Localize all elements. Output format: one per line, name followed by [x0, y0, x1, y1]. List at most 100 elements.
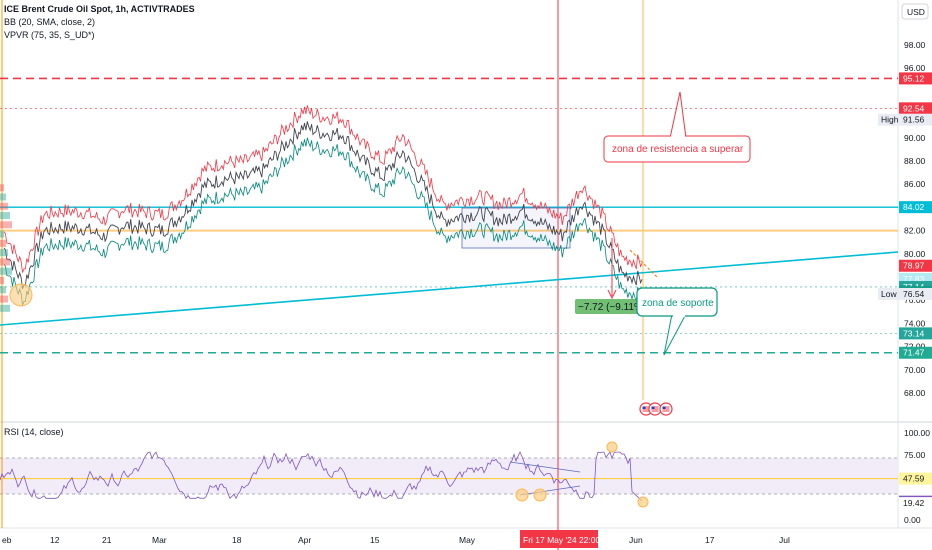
price-tick-label: 82.00	[904, 226, 926, 236]
price-badge-label: 73.14	[903, 328, 925, 338]
volume-profile-bar	[0, 295, 8, 303]
price-tag-label: High	[881, 115, 899, 125]
price-badge-label: 84.02	[903, 202, 925, 212]
price-tick-label: 80.00	[904, 249, 926, 259]
time-tick-label: Jul	[779, 535, 790, 545]
rsi-low-circle[interactable]	[515, 488, 529, 502]
price-tag-box	[878, 113, 899, 126]
price-badge[interactable]	[899, 113, 932, 126]
rsi-badge[interactable]	[899, 472, 932, 485]
price-badge[interactable]	[899, 346, 932, 359]
flag-us-icon[interactable]	[659, 402, 673, 416]
volume-profile-bar	[0, 230, 4, 238]
price-badge-label: 71.47	[903, 348, 925, 358]
price-tag-box	[878, 287, 899, 300]
rsi-low-circle[interactable]	[533, 488, 547, 502]
support-callout-pointer	[663, 313, 687, 356]
price-tick-label: 74.00	[904, 318, 926, 328]
price-badge-label: 77.83	[903, 274, 925, 284]
cursor-time-label: Fri 17 May '24 22:00	[523, 535, 600, 545]
price-badge[interactable]	[899, 72, 932, 85]
volume-profile-bar	[0, 304, 10, 312]
price-tick-label: 72.00	[904, 342, 926, 352]
chart-title[interactable]: ICE Brent Crude Oil Spot, 1h, ACTIVTRADE…	[4, 4, 195, 14]
volume-profile-bar	[0, 202, 8, 210]
volume-profile-bar	[0, 258, 10, 266]
price-tick-label: 86.00	[904, 179, 926, 189]
rsi-divergence-line[interactable]	[519, 485, 581, 496]
consolidation-box[interactable]	[461, 207, 571, 249]
support-annotation: zona de soporte	[642, 298, 714, 309]
volume-profile-bar	[0, 221, 12, 229]
measure-label-box[interactable]	[575, 299, 651, 314]
price-tick-label: 90.00	[904, 133, 926, 143]
volume-profile-bar	[0, 286, 6, 294]
currency-button[interactable]	[901, 3, 929, 20]
rsi-title[interactable]: RSI (14, close)	[4, 427, 64, 437]
rsi-badge-label: 19.42	[903, 498, 925, 508]
rsi-band	[0, 458, 898, 494]
measure-arrow-head	[607, 289, 617, 300]
volume-profile-bar	[0, 239, 6, 247]
rsi-badge[interactable]	[899, 497, 932, 510]
time-tick-label: 18	[232, 535, 242, 545]
price-tag-label: Low	[881, 289, 897, 299]
bollinger-lower-band[interactable]	[3, 137, 643, 306]
rsi-divergence-line[interactable]	[509, 461, 581, 473]
price-tick-label: 88.00	[904, 156, 926, 166]
low-highlight-circle[interactable]	[9, 283, 33, 307]
indicator-vpvr[interactable]: VPVR (75, 35, S_UD*)	[4, 30, 95, 40]
price-badge[interactable]	[899, 327, 932, 340]
price-tick-label: 96.00	[904, 63, 926, 73]
volume-profile-bar	[0, 249, 8, 257]
price-badge[interactable]	[899, 102, 932, 115]
price-tick-label: 70.00	[904, 365, 926, 375]
rsi-end-circle[interactable]	[637, 496, 649, 508]
cursor-time-badge[interactable]	[520, 530, 598, 548]
price-line[interactable]	[3, 121, 643, 290]
time-tick-label: Jun	[629, 535, 643, 545]
volume-profile-bar	[0, 267, 12, 275]
time-tick-label: May	[459, 535, 476, 545]
rsi-tick-label: 100.00	[904, 428, 930, 438]
volume-profile-bar	[0, 277, 4, 284]
event-icons[interactable]	[639, 402, 673, 416]
resistance-annotation: zona de resistencia a superar	[612, 144, 744, 155]
price-tick-label: 98.00	[904, 40, 926, 50]
volume-profile-bar	[0, 184, 4, 192]
time-tick-label: 21	[102, 535, 112, 545]
bollinger-upper-band[interactable]	[3, 105, 643, 273]
price-badge-label: 78.97	[903, 261, 925, 271]
rsi-tick-label: 0.00	[904, 515, 921, 525]
price-tick-label: 76.00	[904, 295, 926, 305]
time-tick-label: Mar	[152, 535, 167, 545]
currency-label: USD	[907, 7, 925, 17]
time-tick-label: 12	[50, 535, 60, 545]
rsi-tick-label: 75.00	[904, 450, 926, 460]
volume-profile-bar	[0, 193, 6, 201]
indicator-bb[interactable]: BB (20, SMA, close, 2)	[4, 17, 95, 27]
price-tick-label: 68.00	[904, 388, 926, 398]
time-tick-label: 17	[705, 535, 715, 545]
price-badge-label: 92.54	[903, 103, 925, 113]
support-callout-mask	[673, 313, 685, 317]
price-badge[interactable]	[899, 201, 932, 214]
flag-us-icon[interactable]	[648, 402, 662, 416]
resistance-callout-pointer	[669, 91, 687, 139]
price-badge[interactable]	[899, 287, 932, 300]
time-tick-label: Apr	[298, 535, 311, 545]
price-badge-label: 76.54	[903, 289, 925, 299]
ascending-trend-line[interactable]	[0, 251, 899, 326]
time-tick-label: eb	[2, 535, 12, 545]
rsi-badge-label: 47.59	[903, 474, 925, 484]
rsi-high-circle[interactable]	[606, 441, 618, 453]
price-badge[interactable]	[899, 259, 932, 272]
time-tick-label: 15	[370, 535, 380, 545]
rsi-line[interactable]	[0, 451, 643, 502]
price-badge-label: 91.56	[903, 115, 925, 125]
measure-label: −7.72 (−9.11%) −772	[578, 302, 672, 313]
price-badge-label: 95.12	[903, 73, 925, 83]
short-trend-segment[interactable]	[629, 249, 659, 279]
resistance-callout-mask	[671, 135, 685, 138]
